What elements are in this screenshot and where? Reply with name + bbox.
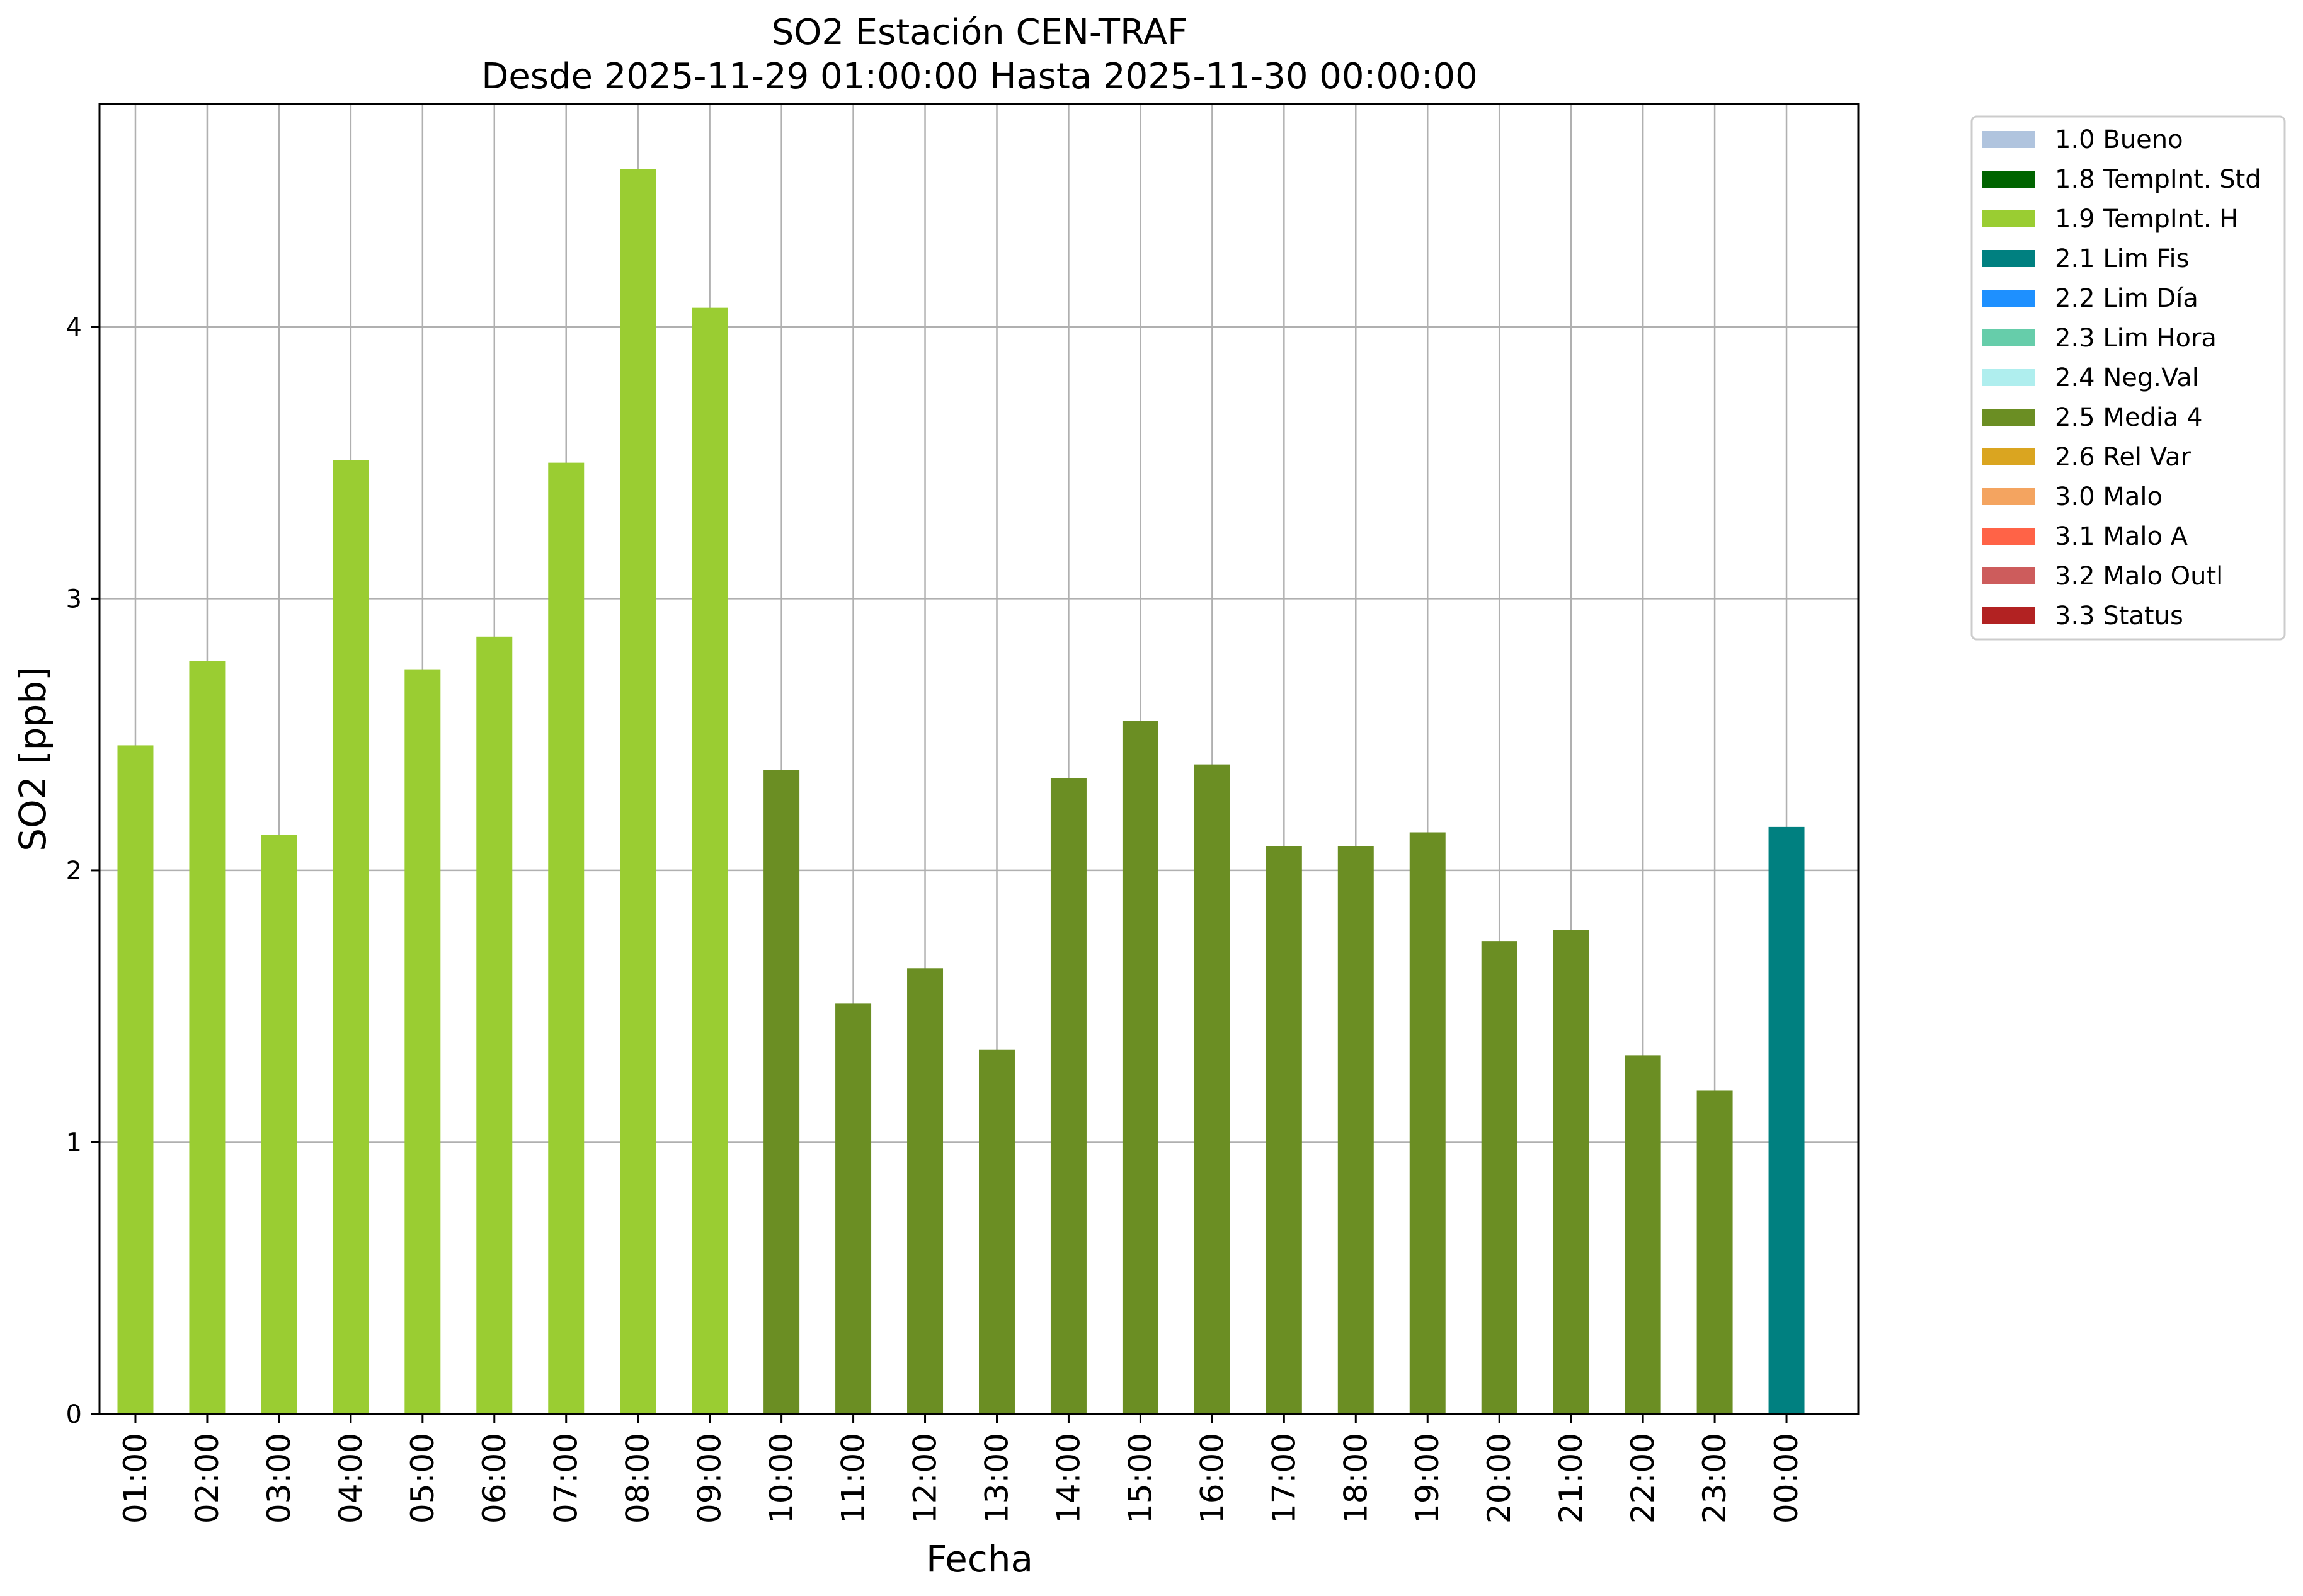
x-tick-label: 15:00 bbox=[1122, 1433, 1158, 1524]
legend-swatch bbox=[1982, 329, 2035, 346]
x-tick-label: 02:00 bbox=[189, 1433, 226, 1524]
x-tick-label: 10:00 bbox=[763, 1433, 800, 1524]
y-tick-label: 3 bbox=[66, 584, 82, 613]
legend-frame bbox=[1970, 115, 2286, 641]
bar-1800 bbox=[1337, 846, 1374, 1414]
x-tick-label: 03:00 bbox=[261, 1433, 297, 1524]
bar-2200 bbox=[1625, 1055, 1661, 1414]
x-tick-label: 13:00 bbox=[978, 1433, 1015, 1524]
legend-swatch bbox=[1982, 409, 2035, 426]
x-tick-label: 08:00 bbox=[620, 1433, 656, 1524]
legend-label: 2.3 Lim Hora bbox=[2055, 324, 2217, 353]
y-tick-label: 2 bbox=[66, 857, 82, 886]
x-axis-label: Fecha bbox=[926, 1537, 1033, 1580]
legend-label: 3.3 Status bbox=[2055, 601, 2183, 630]
legend: 1.0 Bueno 1.8 TempInt. Std 1.9 TempInt. H 2… bbox=[1970, 115, 2286, 641]
legend-label: 2.4 Neg.Val bbox=[2055, 363, 2199, 392]
bar-0800 bbox=[620, 169, 656, 1414]
x-tick-label: 04:00 bbox=[333, 1433, 369, 1524]
bar-1900 bbox=[1409, 832, 1446, 1414]
x-tick-label: 00:00 bbox=[1768, 1433, 1805, 1524]
legend-swatch bbox=[1982, 488, 2035, 505]
x-tick-label: 19:00 bbox=[1409, 1433, 1446, 1524]
legend-swatch bbox=[1982, 131, 2035, 148]
legend-swatch bbox=[1982, 210, 2035, 227]
legend-label: 2.6 Rel Var bbox=[2055, 443, 2192, 472]
x-tick-label: 23:00 bbox=[1696, 1433, 1733, 1524]
legend-label: 1.8 TempInt. Std bbox=[2055, 165, 2261, 194]
bar-0700 bbox=[548, 462, 585, 1415]
legend-swatch bbox=[1982, 528, 2035, 545]
x-tick-label: 11:00 bbox=[835, 1433, 872, 1524]
bar-0100 bbox=[117, 745, 154, 1414]
bar-0500 bbox=[404, 669, 441, 1414]
x-tick-label: 14:00 bbox=[1050, 1433, 1087, 1524]
x-tick-label: 01:00 bbox=[117, 1433, 154, 1524]
bar-1700 bbox=[1266, 846, 1302, 1414]
bar-1000 bbox=[763, 770, 800, 1414]
bar-0400 bbox=[333, 460, 369, 1414]
y-tick-label: 4 bbox=[66, 313, 82, 342]
bar-1100 bbox=[835, 1003, 872, 1414]
bar-1400 bbox=[1050, 778, 1087, 1414]
x-tick-label: 06:00 bbox=[476, 1433, 513, 1524]
x-tick-label: 21:00 bbox=[1553, 1433, 1589, 1524]
y-tick-label: 1 bbox=[66, 1128, 82, 1157]
bar-1600 bbox=[1194, 764, 1230, 1414]
x-tick-label: 05:00 bbox=[404, 1433, 441, 1524]
x-tick-label: 17:00 bbox=[1266, 1433, 1302, 1524]
bar-0600 bbox=[476, 636, 513, 1415]
x-tick-label: 16:00 bbox=[1194, 1433, 1230, 1524]
y-axis: 0 1 2 3 4 bbox=[66, 313, 100, 1429]
legend-swatch bbox=[1982, 171, 2035, 188]
legend-swatch bbox=[1982, 290, 2035, 307]
legend-label: 2.5 Media 4 bbox=[2055, 403, 2203, 432]
x-tick-label: 12:00 bbox=[907, 1433, 944, 1524]
legend-entries: 1.0 Bueno 1.8 TempInt. Std 1.9 TempInt. H 2… bbox=[1982, 125, 2261, 630]
legend-swatch bbox=[1982, 567, 2035, 584]
legend-label: 1.9 TempInt. H bbox=[2055, 205, 2238, 234]
bar-1500 bbox=[1122, 721, 1158, 1414]
bar-0900 bbox=[692, 307, 728, 1414]
x-tick-label: 07:00 bbox=[548, 1433, 585, 1524]
x-tick-label: 20:00 bbox=[1481, 1433, 1517, 1524]
bar-1200 bbox=[907, 968, 944, 1414]
x-axis: 01:00 02:00 03:00 04:00 05:00 06:00 07:00 08:00… bbox=[117, 1414, 1805, 1524]
x-tick-label: 09:00 bbox=[692, 1433, 728, 1524]
x-tick-label: 18:00 bbox=[1337, 1433, 1374, 1524]
bar-0200 bbox=[189, 661, 226, 1414]
chart-subtitle: Desde 2025-11-29 01:00:00 Hasta 2025-11-… bbox=[481, 56, 1478, 97]
legend-label: 3.1 Malo A bbox=[2055, 522, 2188, 551]
x-tick-label: 22:00 bbox=[1625, 1433, 1661, 1524]
bar-2000 bbox=[1481, 941, 1517, 1414]
bar-2300 bbox=[1696, 1090, 1733, 1414]
bar-0000 bbox=[1768, 826, 1805, 1414]
bar-1300 bbox=[979, 1049, 1015, 1414]
plot-area-frame bbox=[98, 103, 1860, 1415]
bars bbox=[117, 169, 1805, 1415]
legend-label: 3.2 Malo Outl bbox=[2055, 562, 2223, 591]
legend-label: 2.1 Lim Fis bbox=[2055, 244, 2189, 273]
chart-title: SO2 Estación CEN-TRAF bbox=[772, 12, 1188, 53]
y-axis-label: SO2 [ppb] bbox=[11, 666, 54, 852]
legend-label: 2.2 Lim Día bbox=[2055, 284, 2198, 313]
bar-0300 bbox=[261, 835, 297, 1414]
legend-label: 3.0 Malo bbox=[2055, 482, 2163, 511]
legend-swatch bbox=[1982, 369, 2035, 386]
bar-2100 bbox=[1553, 930, 1589, 1414]
legend-label: 1.0 Bueno bbox=[2055, 125, 2183, 154]
legend-swatch bbox=[1982, 250, 2035, 267]
legend-swatch bbox=[1982, 448, 2035, 465]
legend-swatch bbox=[1982, 607, 2035, 624]
y-tick-label: 0 bbox=[66, 1400, 82, 1429]
